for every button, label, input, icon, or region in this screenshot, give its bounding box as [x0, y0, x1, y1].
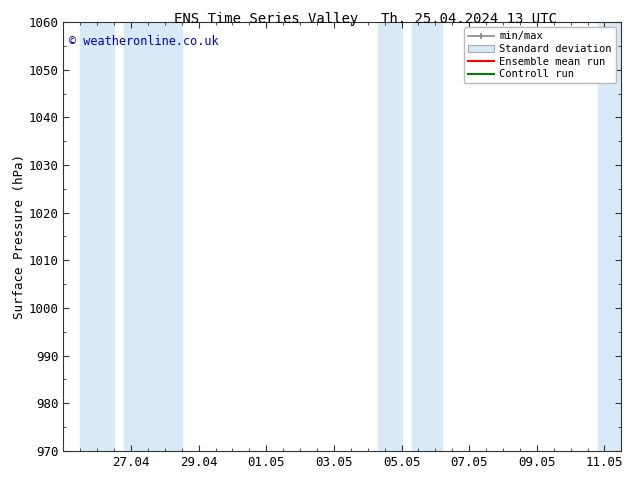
Bar — [378, 22, 401, 451]
Bar — [411, 22, 442, 451]
Text: Th. 25.04.2024 13 UTC: Th. 25.04.2024 13 UTC — [381, 12, 557, 26]
Bar — [81, 22, 114, 451]
Text: © weatheronline.co.uk: © weatheronline.co.uk — [69, 35, 219, 48]
Bar — [598, 22, 621, 451]
Text: ENS Time Series Valley: ENS Time Series Valley — [174, 12, 358, 26]
Bar — [124, 22, 182, 451]
Legend: min/max, Standard deviation, Ensemble mean run, Controll run: min/max, Standard deviation, Ensemble me… — [464, 27, 616, 83]
Y-axis label: Surface Pressure (hPa): Surface Pressure (hPa) — [13, 154, 26, 319]
